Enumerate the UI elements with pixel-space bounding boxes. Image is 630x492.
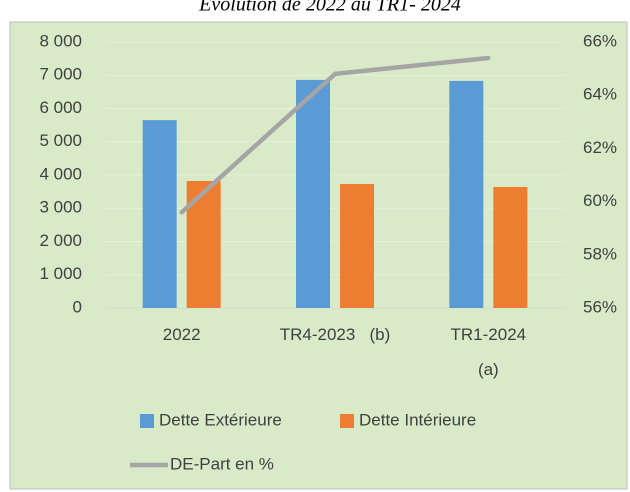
bar xyxy=(340,183,374,308)
y-tick-label: 0 xyxy=(73,297,82,316)
bar xyxy=(296,79,330,308)
bar xyxy=(493,186,528,308)
y-tick-label: 8 000 xyxy=(39,31,82,50)
bar xyxy=(186,180,221,308)
y2-tick-label: 66% xyxy=(583,31,617,50)
line xyxy=(179,55,491,215)
y2-tick-label: 62% xyxy=(583,138,617,157)
y-tick-label: 6 000 xyxy=(39,98,82,117)
legend-label: DE-Part en % xyxy=(170,454,274,473)
y-tick-label: 4 000 xyxy=(39,164,82,183)
y2-tick-label: 64% xyxy=(583,85,617,104)
y2-tick-label: 60% xyxy=(583,191,617,210)
y-tick-label: 7 000 xyxy=(39,65,82,84)
legend-label: Dette Extérieure xyxy=(159,410,282,429)
legend-swatch xyxy=(140,414,154,428)
y-tick-label: 3 000 xyxy=(39,198,82,217)
y-tick-label: 5 000 xyxy=(39,131,82,150)
bar xyxy=(142,120,177,308)
legend-label: Dette Intérieure xyxy=(359,410,476,429)
chart-title: Evolution de 2022 au TR1- 2024 xyxy=(198,0,461,16)
y-tick-label: 2 000 xyxy=(39,231,82,250)
x-tick-label: 2022 xyxy=(163,325,201,344)
x-tick-label: TR1-2024 (a) xyxy=(451,325,527,379)
y2-tick-label: 58% xyxy=(583,244,617,263)
y-tick-label: 1 000 xyxy=(39,264,82,283)
legend-swatch xyxy=(340,414,354,428)
bar xyxy=(449,80,484,308)
y2-tick-label: 56% xyxy=(583,297,617,316)
x-tick-label: TR4-2023 (b) xyxy=(280,325,391,344)
